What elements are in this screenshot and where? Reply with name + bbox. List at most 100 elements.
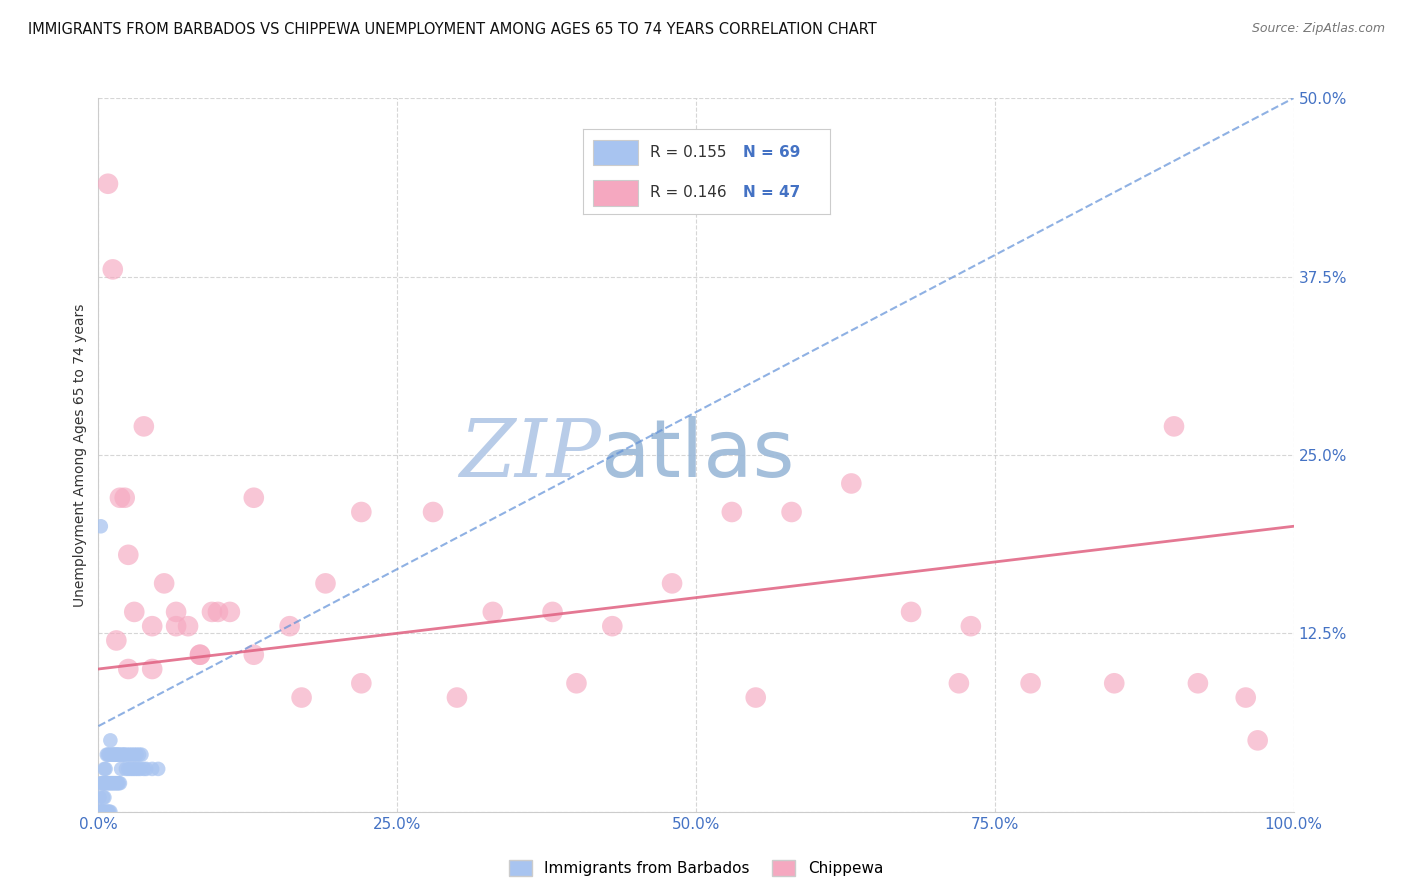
Text: ZIP: ZIP [458,417,600,493]
Point [600,619,623,633]
Point [290,690,312,705]
Point [91,805,114,819]
Point [101,776,124,790]
Point [350,505,373,519]
FancyBboxPatch shape [593,180,638,206]
Point [422,505,444,519]
Point [89,805,111,819]
Point [1234,690,1257,705]
Point [1187,676,1209,690]
Point [128,747,150,762]
Point [127,762,149,776]
Point [207,605,229,619]
Point [135,762,157,776]
Point [481,605,505,619]
Point [97,177,120,191]
FancyBboxPatch shape [593,139,638,165]
Point [745,690,768,705]
Point [125,747,148,762]
Point [105,747,128,762]
Point [565,676,588,690]
Point [114,747,136,762]
Point [91,776,114,790]
Point [350,676,373,690]
Point [100,747,122,762]
Point [105,633,128,648]
Point [91,805,114,819]
Point [1102,676,1125,690]
Text: N = 47: N = 47 [744,186,800,201]
Point [661,576,683,591]
Point [94,762,117,776]
Text: IMMIGRANTS FROM BARBADOS VS CHIPPEWA UNEMPLOYMENT AMONG AGES 65 TO 74 YEARS CORR: IMMIGRANTS FROM BARBADOS VS CHIPPEWA UNE… [28,22,877,37]
Point [900,605,922,619]
Point [201,605,224,619]
Point [105,776,128,790]
Point [107,776,129,790]
Point [97,805,120,819]
Point [148,762,170,776]
Point [96,805,118,819]
Point [315,576,337,591]
Point [100,776,122,790]
Text: R = 0.146: R = 0.146 [650,186,727,201]
Point [91,790,114,805]
Point [141,662,163,676]
Point [129,762,152,776]
Point [98,805,122,819]
Point [90,805,112,819]
Point [91,805,114,819]
Point [97,747,120,762]
Y-axis label: Unemployment Among Ages 65 to 74 years: Unemployment Among Ages 65 to 74 years [73,303,87,607]
Point [165,605,187,619]
Point [115,747,138,762]
Point [115,762,138,776]
Point [117,662,139,676]
Point [117,548,139,562]
Point [219,605,242,619]
Legend: Immigrants from Barbados, Chippewa: Immigrants from Barbados, Chippewa [503,855,889,882]
Point [89,790,111,805]
Point [101,262,124,277]
Point [110,762,132,776]
Point [117,762,139,776]
Point [98,805,121,819]
Point [188,648,211,662]
Point [141,762,163,776]
Point [121,747,143,762]
Point [97,776,120,790]
Point [107,747,129,762]
Point [108,747,131,762]
Point [721,505,744,519]
Point [541,605,564,619]
Point [177,619,200,633]
Point [124,747,146,762]
Text: Source: ZipAtlas.com: Source: ZipAtlas.com [1251,22,1385,36]
Point [839,476,862,491]
Point [91,776,114,790]
Point [96,747,118,762]
Point [1246,733,1268,747]
Point [104,776,127,790]
Point [124,605,146,619]
Point [103,747,125,762]
Point [98,776,122,790]
Point [101,747,124,762]
Point [108,491,131,505]
Point [96,776,118,790]
Point [132,762,155,776]
Point [278,619,301,633]
Point [98,747,121,762]
Point [112,747,135,762]
Point [93,805,115,819]
Point [124,762,146,776]
Point [98,733,122,747]
Point [131,747,153,762]
Point [90,805,112,819]
Point [153,576,176,591]
Point [107,776,129,790]
Point [122,762,145,776]
Point [94,776,117,790]
Point [1163,419,1185,434]
Point [243,491,266,505]
